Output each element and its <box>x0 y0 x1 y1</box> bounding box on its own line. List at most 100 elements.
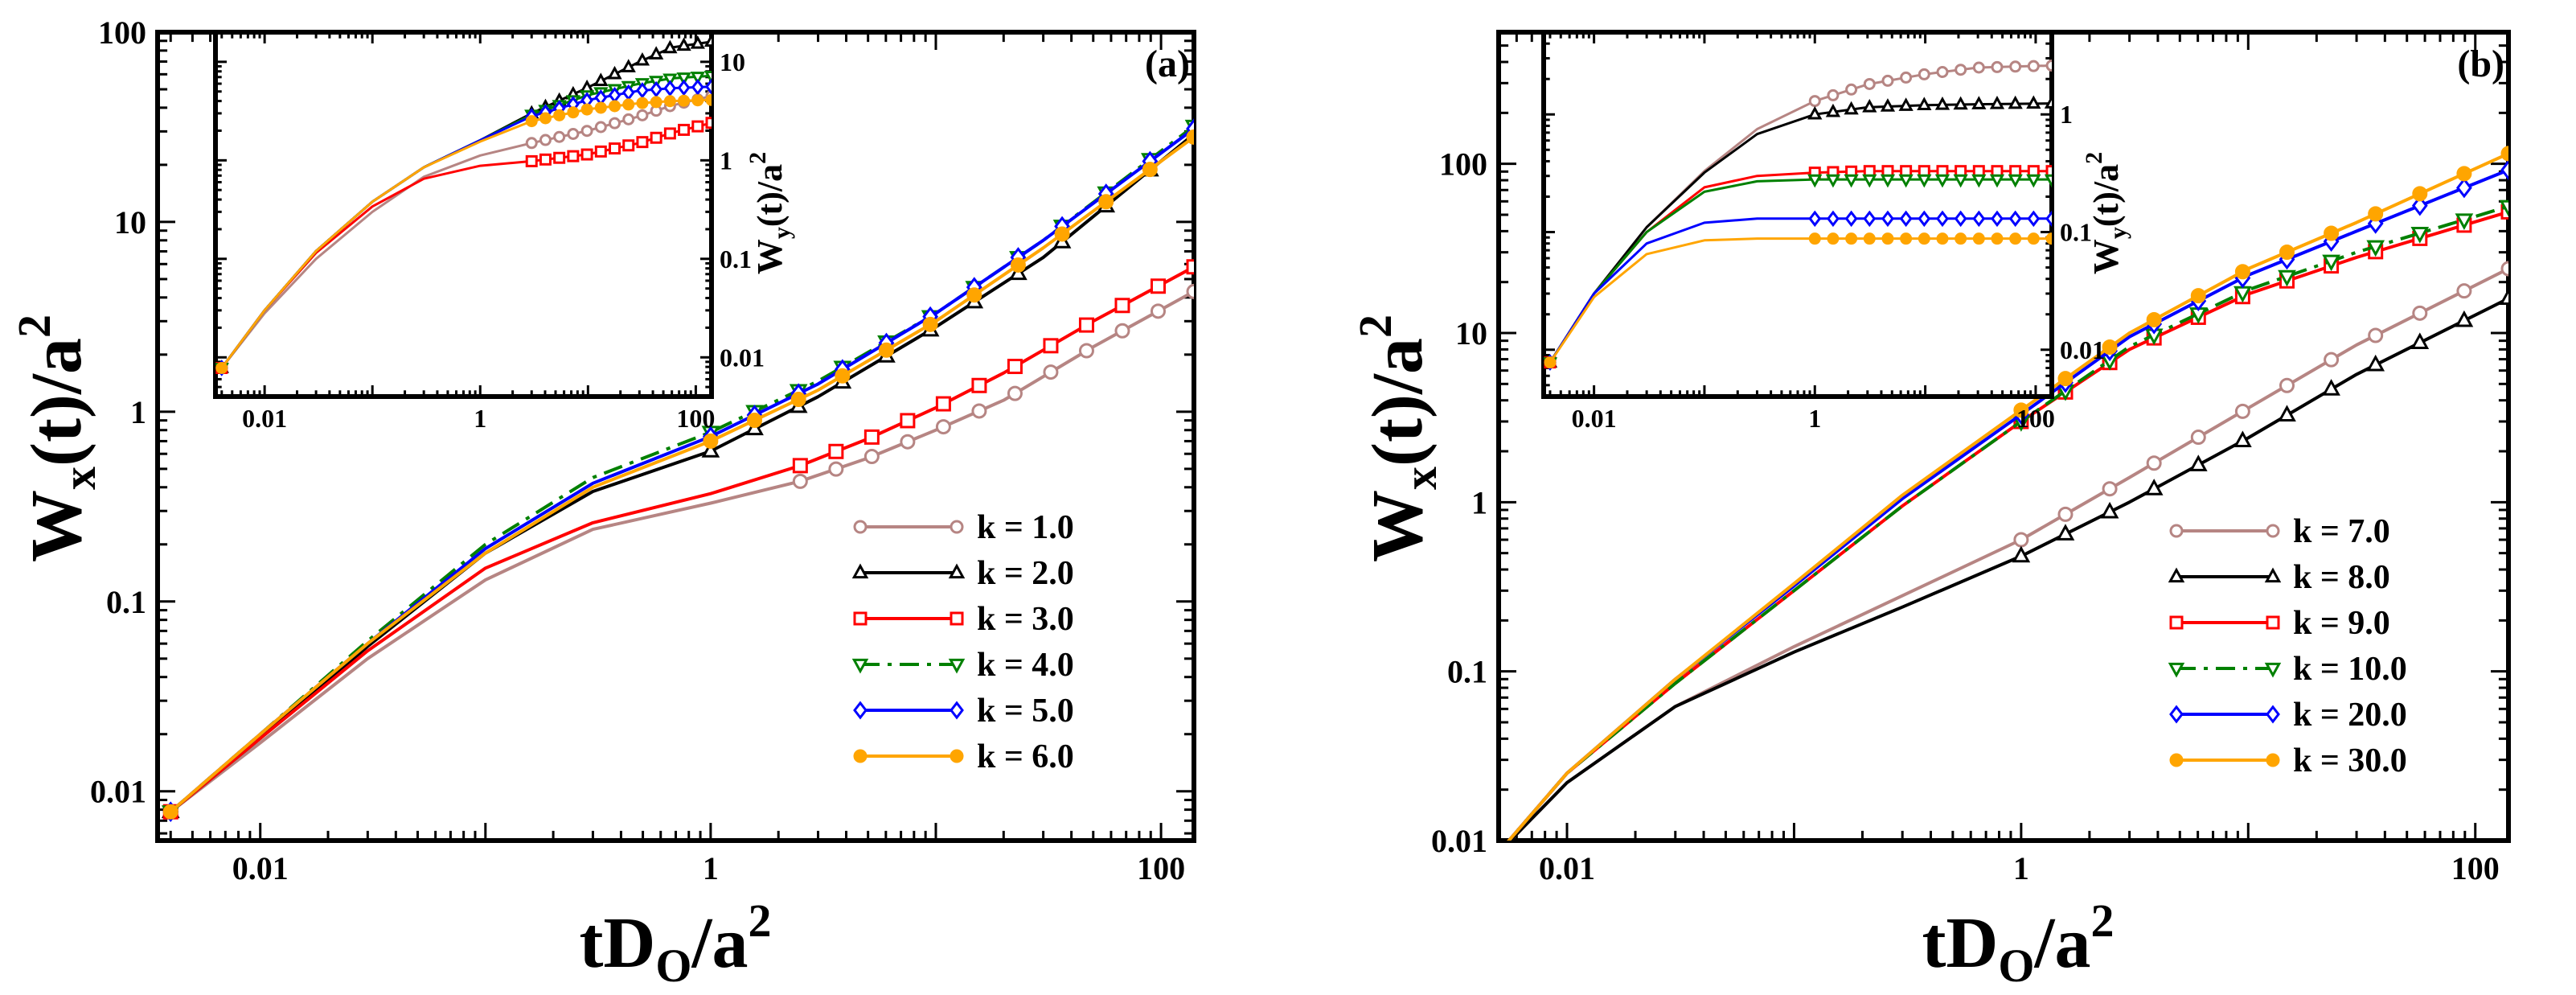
data-point <box>690 72 705 85</box>
data-point <box>622 98 635 111</box>
data-point <box>691 120 704 133</box>
data-point <box>622 139 635 152</box>
data-point <box>1900 232 1913 245</box>
data-point <box>1054 226 1070 242</box>
data-point <box>1881 210 1894 228</box>
data-point <box>1150 278 1166 294</box>
data-point <box>2366 240 2385 257</box>
x-tick-label: 100 <box>2451 850 2500 886</box>
x-label-slash: /a <box>691 903 749 983</box>
data-point <box>2027 60 2040 72</box>
panel-a: 0.01 1 100 0.01 0.1 1 10 100 0.01 1 100 0.01 0.1 1 10 W… <box>8 14 1196 992</box>
data-point <box>636 82 649 99</box>
data-point <box>2008 210 2022 228</box>
data-point <box>2324 225 2340 241</box>
data-point <box>663 80 677 97</box>
x-label-sup: 2 <box>2091 894 2115 947</box>
data-point <box>1953 96 1968 110</box>
y-axis-label: Wx(t)/a2 <box>8 315 105 562</box>
data-point <box>792 458 808 474</box>
data-point <box>1043 338 1059 354</box>
inset-y-label-sup: 2 <box>2081 152 2107 164</box>
data-point <box>609 117 621 130</box>
data-point <box>1936 66 1949 79</box>
data-point <box>2044 95 2052 109</box>
y-tick-label: 0.01 <box>90 774 146 810</box>
legend-label: k = 6.0 <box>977 738 1074 775</box>
legend-label: k = 7.0 <box>2293 513 2390 550</box>
data-point <box>1010 257 1026 273</box>
data-point <box>2056 524 2075 541</box>
data-point <box>1544 356 1557 369</box>
legend-marker <box>948 563 966 579</box>
data-point <box>2008 95 2023 109</box>
data-point <box>1972 210 1986 228</box>
data-point <box>2278 405 2296 422</box>
data-point <box>1989 174 2005 188</box>
data-point <box>703 71 712 84</box>
inset-y-label-sup: 2 <box>744 152 771 164</box>
y-label-main: W <box>1358 490 1438 562</box>
inset-background <box>1544 32 2052 397</box>
legend-marker <box>2266 524 2280 538</box>
data-point <box>2412 186 2428 202</box>
data-point <box>2190 288 2206 304</box>
data-point <box>863 429 880 445</box>
data-point <box>835 368 851 384</box>
data-point <box>1098 194 1114 210</box>
data-point <box>1898 97 1914 111</box>
data-point <box>1491 845 1506 857</box>
data-point <box>2410 226 2430 244</box>
data-point <box>1114 298 1130 314</box>
legend-label: k = 10.0 <box>2293 651 2407 688</box>
data-point <box>1936 232 1949 245</box>
data-point <box>2102 481 2118 497</box>
data-point <box>539 153 552 166</box>
data-point <box>594 101 607 114</box>
y-tick-label: 0.01 <box>720 343 765 372</box>
inset-y-label-rest: (t)/a <box>2086 164 2126 227</box>
data-point <box>2455 213 2474 230</box>
y-tick-label: 10 <box>720 47 745 76</box>
data-point <box>1845 83 1858 96</box>
data-point <box>1863 210 1877 228</box>
y-tick-label: 100 <box>1439 146 1487 183</box>
data-point <box>922 316 938 332</box>
legend-marker <box>853 520 868 534</box>
data-point <box>690 35 705 49</box>
series-group <box>161 118 1194 823</box>
data-point <box>1492 846 1505 859</box>
inset-y-label-rest: (t)/a <box>750 164 790 227</box>
inset: 0.01 1 100 0.01 0.1 1 Wy(t)/a2 <box>1541 30 2131 433</box>
data-point <box>2013 402 2029 418</box>
data-point <box>636 136 649 149</box>
data-point <box>1078 317 1094 333</box>
data-point <box>2322 379 2340 396</box>
inset: 0.01 1 100 0.01 0.1 1 10 Wy(t)/a2 <box>213 30 795 433</box>
data-point <box>1862 174 1877 188</box>
data-point <box>1955 232 1967 245</box>
data-point <box>2368 206 2384 222</box>
data-point <box>1827 210 1840 228</box>
x-label-slash: /a <box>2034 903 2091 983</box>
inset-y-label-main: W <box>2086 239 2126 274</box>
y-label-sup: 2 <box>1349 315 1401 338</box>
y-tick-label: 0.01 <box>1431 823 1487 859</box>
data-point <box>215 361 228 374</box>
data-point <box>2324 352 2340 368</box>
data-point <box>1971 174 1987 188</box>
data-point <box>966 287 982 303</box>
data-point <box>1918 68 1930 80</box>
data-point <box>1918 232 1930 245</box>
legend-marker <box>2266 705 2280 724</box>
data-point <box>2102 339 2118 355</box>
data-point <box>1936 210 1949 228</box>
data-point <box>2455 310 2474 327</box>
x-tick-label: 1 <box>703 850 719 886</box>
data-point <box>1825 103 1841 117</box>
legend-marker <box>2266 615 2280 630</box>
data-point <box>621 59 636 72</box>
x-label-main: tD <box>1922 903 1998 983</box>
x-label-main: tD <box>579 903 655 983</box>
